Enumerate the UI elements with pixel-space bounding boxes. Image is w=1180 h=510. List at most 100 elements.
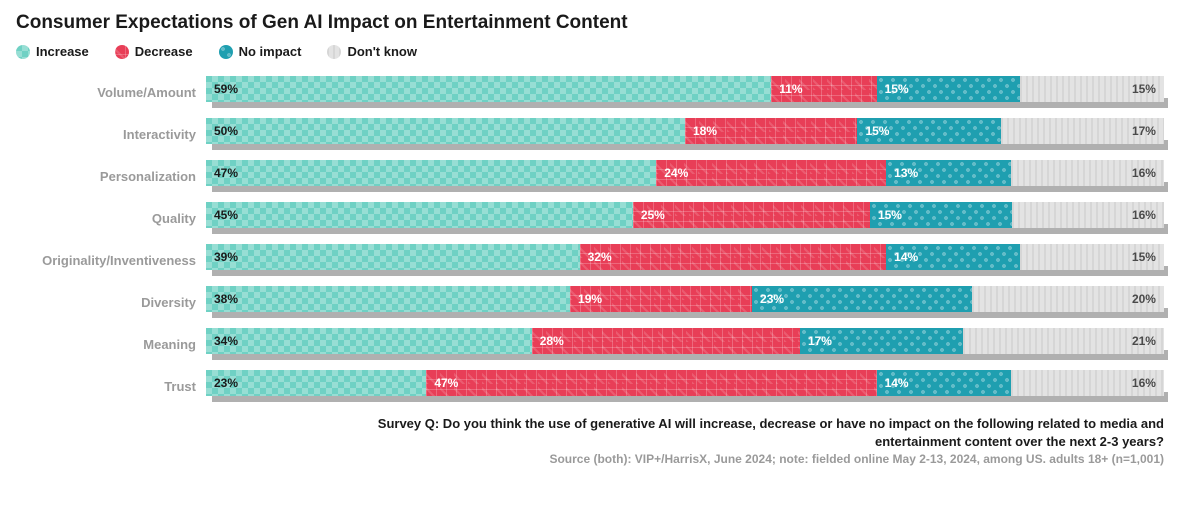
- chart-rows: Volume/Amount59%11%15%15%Interactivity50…: [16, 73, 1164, 405]
- segment-decrease: 47%: [426, 370, 876, 396]
- legend-item-increase: Increase: [16, 44, 89, 59]
- segment-value: 50%: [214, 124, 238, 138]
- legend-item-decrease: Decrease: [115, 44, 193, 59]
- segment-value: 14%: [885, 376, 909, 390]
- segment-noimpact: 14%: [886, 244, 1020, 270]
- segment-decrease: 24%: [656, 160, 886, 186]
- bar: 23% 47% 14% 16%: [206, 370, 1164, 402]
- swatch-increase: [16, 45, 30, 59]
- bar: 39% 32% 14% 15%: [206, 244, 1164, 276]
- table-row: Interactivity 50% 18% 15% 17%: [16, 115, 1164, 153]
- segment-decrease: 19%: [570, 286, 752, 312]
- legend-label: Don't know: [347, 44, 417, 59]
- segment-noimpact: 17%: [800, 328, 963, 354]
- segment-value: 15%: [1132, 250, 1156, 264]
- segment-value: 15%: [885, 82, 909, 96]
- bar-stack: 34% 28% 17% 21%: [206, 328, 1164, 354]
- segment-value: 45%: [214, 208, 238, 222]
- segment-decrease: 18%: [685, 118, 857, 144]
- bar-stack: 38% 19% 23% 20%: [206, 286, 1164, 312]
- segment-value: 47%: [434, 376, 458, 390]
- segment-increase: 50%: [206, 118, 685, 144]
- chart-footer: Survey Q: Do you think the use of genera…: [16, 415, 1164, 466]
- segment-value: 14%: [894, 250, 918, 264]
- segment-increase: 34%: [206, 328, 532, 354]
- segment-value: 18%: [693, 124, 717, 138]
- row-label: Volume/Amount: [16, 85, 206, 100]
- table-row: Meaning34% 28% 17% 21%: [16, 325, 1164, 363]
- footer-question: Survey Q: Do you think the use of genera…: [376, 415, 1164, 450]
- segment-dontknow: 16%: [1011, 160, 1164, 186]
- legend-item-noimpact: No impact: [219, 44, 302, 59]
- table-row: Volume/Amount 59% 11% 15% 15%: [16, 73, 1164, 111]
- legend: Increase Decrease No impact Don't know: [16, 44, 1164, 59]
- bar: 50% 18% 15% 17%: [206, 118, 1164, 150]
- segment-value: 24%: [664, 166, 688, 180]
- legend-label: No impact: [239, 44, 302, 59]
- segment-increase: 39%: [206, 244, 580, 270]
- segment-value: 19%: [578, 292, 602, 306]
- row-label: Interactivity: [16, 127, 206, 142]
- segment-increase: 59%: [206, 76, 771, 102]
- segment-value: 47%: [214, 166, 238, 180]
- segment-increase: 23%: [206, 370, 426, 396]
- segment-value: 23%: [760, 292, 784, 306]
- segment-value: 13%: [894, 166, 918, 180]
- segment-dontknow: 21%: [963, 328, 1164, 354]
- segment-value: 32%: [588, 250, 612, 264]
- segment-value: 59%: [214, 82, 238, 96]
- bar: 38% 19% 23% 20%: [206, 286, 1164, 318]
- table-row: Trust 23% 47% 14% 16%: [16, 367, 1164, 405]
- segment-value: 28%: [540, 334, 564, 348]
- bar-stack: 47% 24% 13% 16%: [206, 160, 1164, 186]
- segment-value: 38%: [214, 292, 238, 306]
- segment-value: 17%: [808, 334, 832, 348]
- segment-value: 20%: [1132, 292, 1156, 306]
- segment-decrease: 11%: [771, 76, 876, 102]
- segment-noimpact: 14%: [877, 370, 1011, 396]
- segment-value: 15%: [1132, 82, 1156, 96]
- segment-value: 39%: [214, 250, 238, 264]
- row-label: Meaning: [16, 337, 206, 352]
- swatch-decrease: [115, 45, 129, 59]
- chart-title: Consumer Expectations of Gen AI Impact o…: [16, 12, 1164, 34]
- segment-value: 16%: [1132, 376, 1156, 390]
- segment-noimpact: 15%: [857, 118, 1001, 144]
- table-row: Quality45%25%15%16%: [16, 199, 1164, 237]
- bar-stack: 39% 32% 14% 15%: [206, 244, 1164, 270]
- segment-decrease: 32%: [580, 244, 887, 270]
- table-row: Diversity 38% 19% 23% 20%: [16, 283, 1164, 321]
- segment-noimpact: 15%: [877, 76, 1021, 102]
- segment-dontknow: 15%: [1020, 76, 1164, 102]
- table-row: Personalization47%24%13%16%: [16, 157, 1164, 195]
- bar: 45%25%15%16%: [206, 202, 1164, 234]
- segment-increase: 45%: [206, 202, 633, 228]
- bar-stack: 59% 11% 15% 15%: [206, 76, 1164, 102]
- bar: 34% 28% 17% 21%: [206, 328, 1164, 360]
- segment-dontknow: 20%: [972, 286, 1164, 312]
- legend-label: Decrease: [135, 44, 193, 59]
- table-row: Originality/Inventiveness 39% 32% 14% 15%: [16, 241, 1164, 279]
- legend-label: Increase: [36, 44, 89, 59]
- segment-increase: 47%: [206, 160, 656, 186]
- row-label: Quality: [16, 211, 206, 226]
- row-label: Trust: [16, 379, 206, 394]
- bar-stack: 45%25%15%16%: [206, 202, 1164, 228]
- segment-value: 17%: [1132, 124, 1156, 138]
- segment-noimpact: 15%: [870, 202, 1012, 228]
- segment-value: 25%: [641, 208, 665, 222]
- swatch-noimpact: [219, 45, 233, 59]
- segment-value: 11%: [779, 82, 802, 96]
- row-label: Originality/Inventiveness: [16, 253, 206, 268]
- segment-noimpact: 23%: [752, 286, 972, 312]
- segment-decrease: 28%: [532, 328, 800, 354]
- segment-dontknow: 15%: [1020, 244, 1164, 270]
- bar: 47% 24% 13% 16%: [206, 160, 1164, 192]
- segment-value: 21%: [1132, 334, 1156, 348]
- footer-source: Source (both): VIP+/HarrisX, June 2024; …: [376, 452, 1164, 466]
- segment-value: 23%: [214, 376, 238, 390]
- segment-dontknow: 17%: [1001, 118, 1164, 144]
- row-label: Diversity: [16, 295, 206, 310]
- bar-stack: 23% 47% 14% 16%: [206, 370, 1164, 396]
- segment-increase: 38%: [206, 286, 570, 312]
